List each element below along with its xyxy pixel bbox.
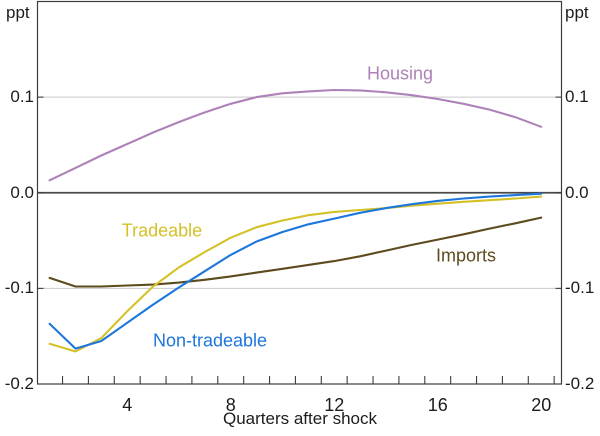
y-tick-label-right: -0.2 (565, 374, 595, 393)
x-tick-label: 8 (225, 395, 236, 415)
y-unit-label-left: ppt (6, 3, 30, 22)
x-tick-label: 16 (427, 395, 448, 415)
series-line-tradeable (48, 195, 543, 353)
x-tick-label: 20 (531, 395, 552, 415)
series-line-imports (48, 216, 543, 288)
y-tick-label-left: 0.1 (10, 87, 34, 107)
series-label-non-tradeable: Non-tradeable (152, 330, 268, 351)
y-tick-label-right: -0.1 (565, 278, 595, 298)
series-line-housing (48, 88, 543, 182)
y-tick-label-right: 0.1 (565, 87, 589, 107)
y-tick-label-left: 0.0 (10, 182, 34, 202)
y-tick-label-left: -0.2 (4, 374, 34, 393)
x-tick-label: 12 (324, 395, 345, 415)
series-label-tradeable: Tradeable (121, 220, 203, 241)
series-line-non-tradeable (48, 192, 543, 350)
x-axis-title: Quarters after shock (222, 409, 377, 428)
y-tick-label-right: 0.0 (565, 182, 589, 202)
y-tick-label-left: -0.1 (4, 278, 34, 298)
series-label-housing: Housing (366, 63, 434, 84)
x-tick-label: 4 (122, 395, 133, 415)
y-unit-label-right: ppt (565, 3, 589, 22)
series-label-imports: Imports (435, 245, 497, 266)
